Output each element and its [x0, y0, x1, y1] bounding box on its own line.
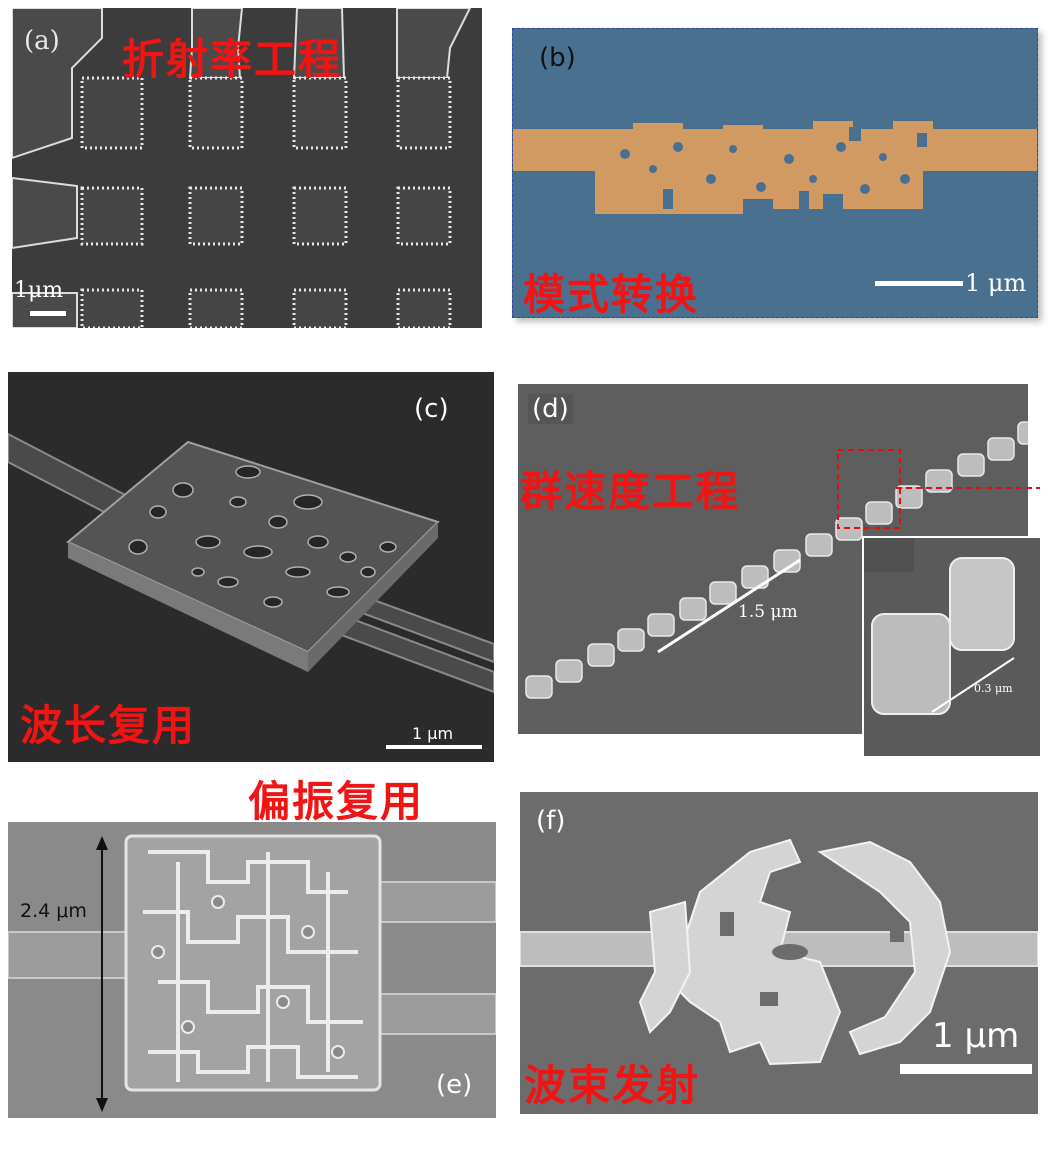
- panel-b-scale-text: 1 μm: [965, 269, 1027, 297]
- panel-a-label: (a): [24, 26, 60, 56]
- panel-e-sem-image: [8, 834, 496, 1112]
- panel-f-label: (f): [536, 806, 566, 836]
- panel-a-title: 折射率工程: [122, 35, 343, 84]
- panel-c-scale-text: 1 μm: [412, 724, 454, 743]
- panel-d-inset-image: [864, 538, 1015, 715]
- panel-b: (b) 模式转换 1 μm: [512, 28, 1038, 318]
- panel-f-title: 波束发射: [524, 1061, 701, 1110]
- panel-d-inset: 0.3 μm: [862, 536, 1042, 758]
- panel-d-zoom-connector: [896, 487, 1040, 489]
- panel-b-label: (b): [539, 43, 576, 73]
- panel-b-title: 模式转换: [523, 270, 700, 318]
- panel-a-scale-text: 1μm: [14, 278, 64, 303]
- panel-f-scale-text: 1 μm: [932, 1016, 1020, 1056]
- panel-c-sem-image: [8, 432, 494, 749]
- panel-a: (a) 折射率工程 1μm: [12, 8, 482, 328]
- panel-f-sem-image: [520, 838, 1038, 1074]
- panel-b-sem-image: [513, 121, 1037, 286]
- panel-e-dimension-text: 2.4 μm: [20, 900, 87, 922]
- panel-a-sem-image: [12, 8, 472, 328]
- panel-c: (c) 波长复用 1 μm: [8, 372, 494, 762]
- panel-d-inset-scale-text: 0.3 μm: [974, 682, 1013, 695]
- panel-e-title: 偏振复用: [248, 777, 425, 826]
- panel-c-label: (c): [414, 394, 449, 424]
- panel-e: 2.4 μm (e): [8, 822, 496, 1118]
- panel-d-scale-text: 1.5 μm: [738, 602, 798, 622]
- panel-c-title: 波长复用: [20, 701, 197, 750]
- panel-d-label: (d): [528, 394, 573, 424]
- panel-e-label: (e): [436, 1070, 473, 1100]
- panel-d-sem-image: [525, 421, 1028, 699]
- panel-d-title: 群速度工程: [520, 467, 741, 516]
- panel-f: (f) 波束发射 1 μm: [520, 792, 1038, 1114]
